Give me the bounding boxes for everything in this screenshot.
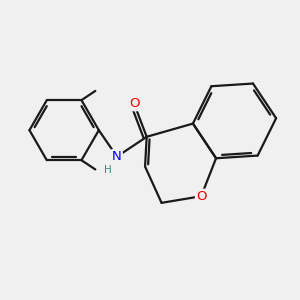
Text: O: O (129, 97, 140, 110)
Text: O: O (196, 190, 206, 203)
Text: N: N (112, 150, 122, 163)
Text: H: H (104, 165, 112, 175)
